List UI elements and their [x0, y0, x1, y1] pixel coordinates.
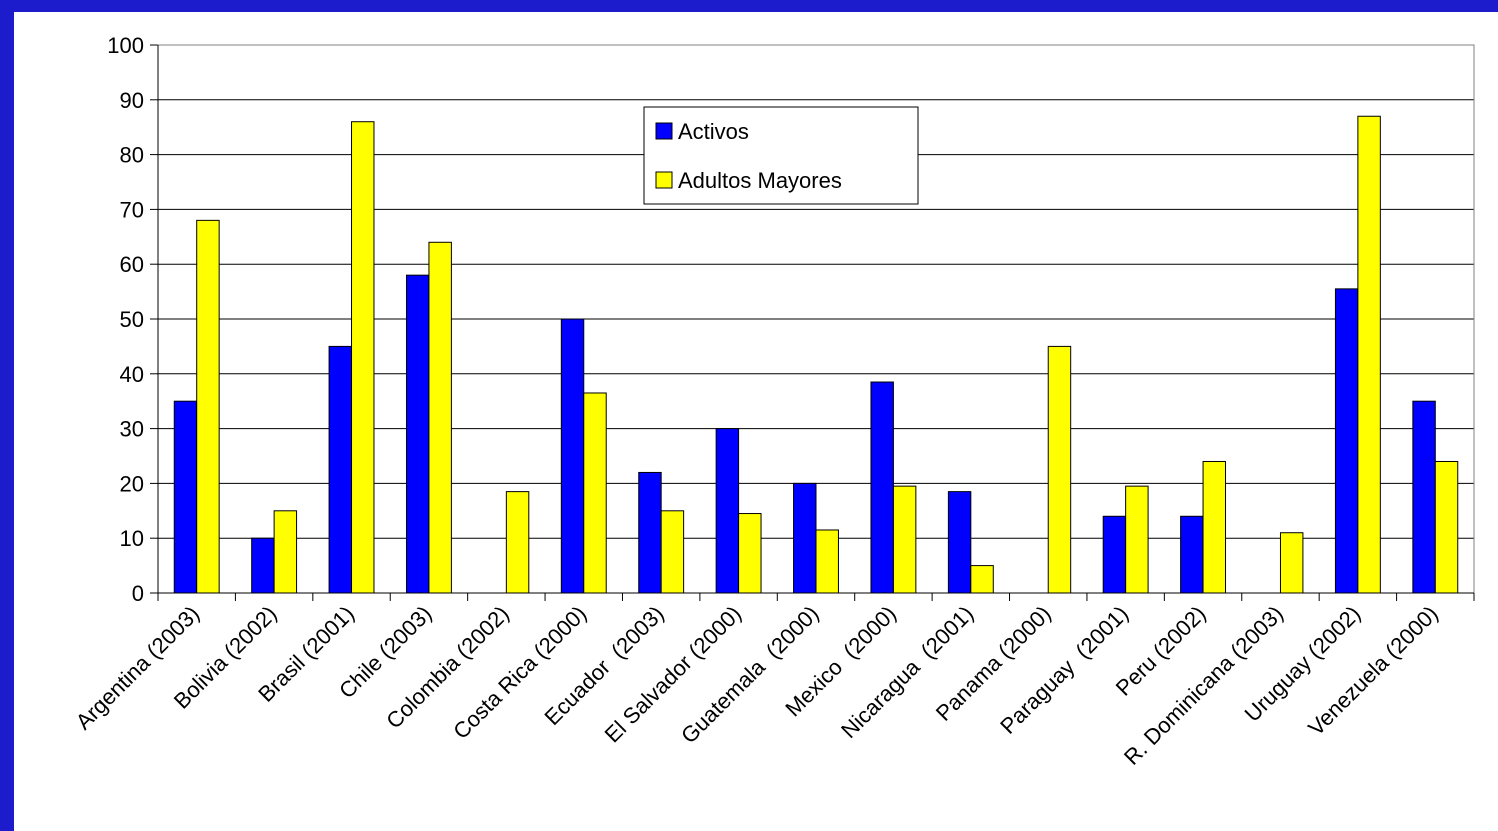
bar-adultos-mayores	[428, 241, 452, 594]
y-tick-label: 30	[120, 417, 144, 442]
y-tick-label: 0	[132, 581, 144, 606]
bar-adultos-mayores	[1357, 115, 1381, 594]
bar-adultos-mayores	[505, 491, 530, 594]
bar-activos	[1102, 515, 1127, 594]
bar-adultos-mayores	[815, 529, 839, 594]
bar-activos	[1334, 288, 1359, 594]
x-tick-label: Argentina (2003)	[71, 601, 205, 735]
bar-adultos-mayores	[660, 510, 685, 594]
bar-activos	[638, 471, 662, 594]
bar-activos	[793, 482, 817, 594]
legend: Activos Adultos Mayores	[643, 106, 919, 205]
bar-adultos-mayores	[1434, 460, 1459, 594]
bar-adultos-mayores	[273, 510, 298, 594]
bar-adultos-mayores	[583, 392, 607, 594]
bars	[173, 115, 1459, 594]
bar-activos	[328, 345, 353, 594]
y-tick-label: 60	[120, 252, 144, 277]
bar-adultos-mayores	[1279, 532, 1304, 594]
y-tick-label: 50	[120, 307, 144, 332]
x-tick-labels: Argentina (2003)Bolivia (2002)Brasil (20…	[71, 601, 1443, 770]
legend-box	[643, 106, 919, 205]
y-tick-label: 10	[120, 526, 144, 551]
x-tick-label: Venezuela (2000)	[1303, 601, 1443, 741]
bar-activos	[405, 274, 430, 594]
bar-adultos-mayores	[892, 485, 917, 594]
bar-activos	[715, 428, 740, 594]
y-tick-labels: 0 10 20 30 40 50 60 70 80 90 100	[107, 33, 144, 606]
legend-swatch-adultos-mayores	[655, 171, 673, 189]
legend-label-adultos-mayores: Adultos Mayores	[678, 168, 842, 193]
bar-adultos-mayores	[196, 219, 220, 594]
bar-activos	[947, 491, 972, 594]
bar-chart: 0 10 20 30 40 50 60 70 80 90 100 Argentina (2003)B…	[71, 33, 1475, 770]
x-tick-label: Guatemala (2000)	[676, 601, 823, 748]
x-tick-label: El Salvador (2000)	[600, 601, 747, 748]
bar-activos	[1180, 515, 1204, 594]
bar-adultos-mayores	[1047, 345, 1072, 594]
y-tick-label: 40	[120, 362, 144, 387]
y-tick-label: 80	[120, 143, 144, 168]
y-tick-label: 20	[120, 471, 144, 496]
bar-adultos-mayores	[1125, 485, 1149, 594]
bar-activos	[1412, 400, 1436, 594]
legend-label-activos: Activos	[678, 119, 749, 144]
legend-swatch-activos	[655, 122, 673, 140]
y-tick-label: 100	[107, 33, 144, 58]
x-tick-label: Nicaragua (2001)	[836, 601, 978, 743]
bar-adultos-mayores	[351, 121, 375, 594]
bar-adultos-mayores	[738, 513, 762, 594]
bar-activos	[251, 537, 275, 594]
bar-activos	[560, 318, 585, 594]
chart-panel: 0 10 20 30 40 50 60 70 80 90 100 Argentina (2003) B…	[14, 12, 1498, 831]
x-tick-label: Costa Rica (2000)	[448, 601, 591, 744]
y-tick-label: 90	[120, 88, 144, 113]
bar-adultos-mayores	[1202, 460, 1227, 594]
axes	[150, 44, 1475, 601]
bar-activos	[870, 381, 894, 594]
bar-activos	[173, 400, 198, 594]
bar-adultos-mayores	[970, 565, 994, 594]
x-tick-label: Paraguay (2001)	[995, 601, 1133, 739]
y-tick-label: 70	[120, 197, 144, 222]
